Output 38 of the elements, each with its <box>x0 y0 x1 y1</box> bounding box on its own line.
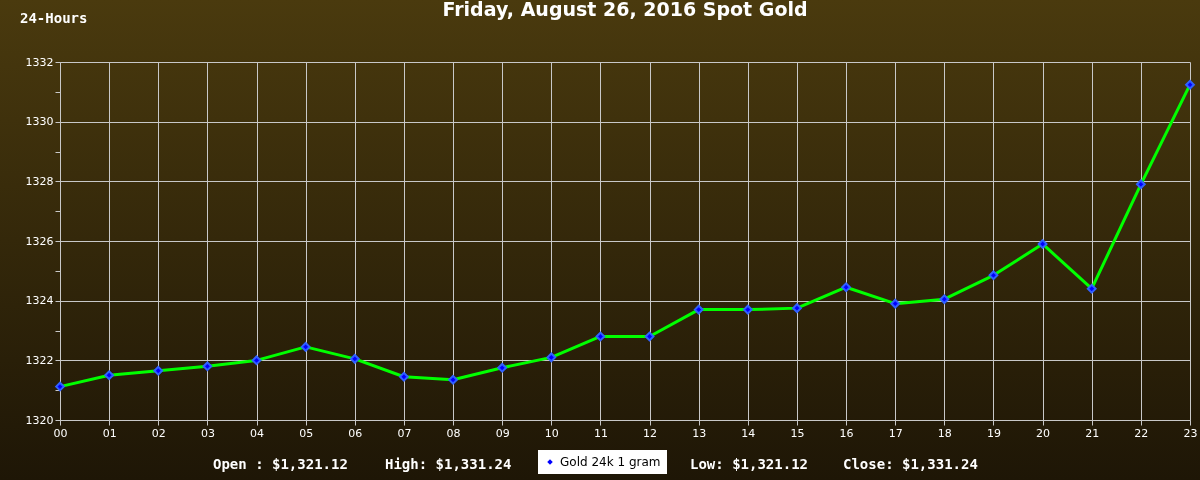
x-tick-label: 11 <box>593 426 608 440</box>
x-tick-label: 23 <box>1183 426 1198 440</box>
x-tick-label: 04 <box>250 426 265 440</box>
x-tick-label: 03 <box>200 426 215 440</box>
x-tick-label: 00 <box>53 426 68 440</box>
x-tick-label: 22 <box>1134 426 1149 440</box>
x-tick-label: 10 <box>544 426 559 440</box>
x-tick-label: 08 <box>446 426 461 440</box>
text: Close: $1,331.24 <box>843 456 978 472</box>
text: High: $1,331.24 <box>385 456 512 472</box>
y-tick-label: 1328 <box>25 174 54 188</box>
x-tick-label: 07 <box>397 426 412 440</box>
x-tick-label: 01 <box>102 426 117 440</box>
y-tick-label: 1320 <box>25 413 54 427</box>
x-tick-label: 19 <box>986 426 1001 440</box>
x-tick-label: 17 <box>888 426 903 440</box>
y-tick-label: 1330 <box>25 115 54 129</box>
legend-label: Gold 24k 1 gram <box>560 455 661 469</box>
x-tick-label: 20 <box>1036 426 1051 440</box>
x-tick-label: 14 <box>741 426 756 440</box>
x-tick-label: 15 <box>790 426 805 440</box>
x-tick-label: 21 <box>1085 426 1100 440</box>
x-tick-label: 16 <box>839 426 854 440</box>
y-tick-label: 1322 <box>25 353 54 367</box>
x-tick-label: 06 <box>348 426 363 440</box>
text: 24-Hours <box>20 10 88 26</box>
x-tick-label: 09 <box>495 426 510 440</box>
y-tick-label: 1332 <box>25 55 54 69</box>
chart-title: Friday, August 26, 2016 Spot Gold <box>442 0 808 20</box>
x-tick-label: 13 <box>692 426 707 440</box>
x-tick-label: 02 <box>151 426 166 440</box>
y-tick-label: 1324 <box>25 294 54 308</box>
x-tick-label: 18 <box>937 426 952 440</box>
text: Low: $1,321.12 <box>690 456 809 472</box>
y-tick-label: 1326 <box>25 234 54 248</box>
x-tick-label: 05 <box>299 426 314 440</box>
text: Open : $1,321.12 <box>213 456 348 472</box>
x-tick-label: 12 <box>643 426 658 440</box>
